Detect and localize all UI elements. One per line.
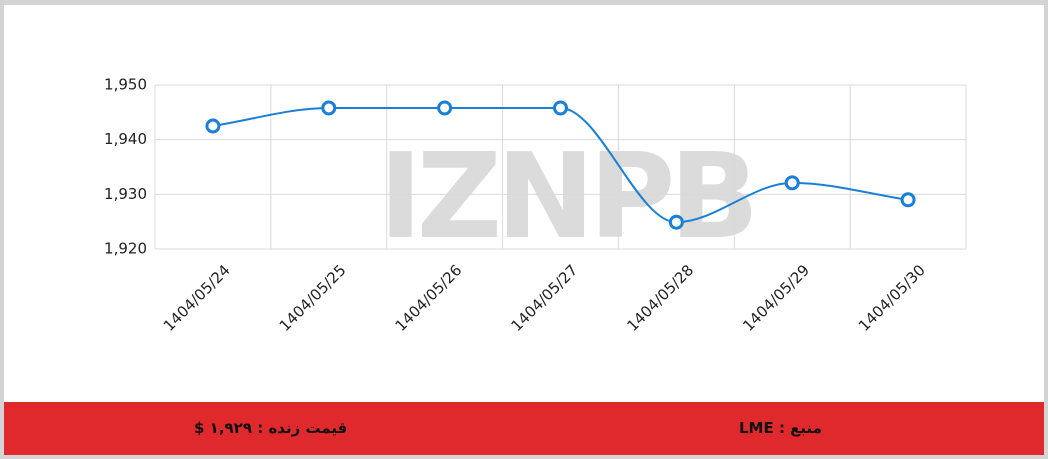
point: [553, 100, 568, 116]
x-tick-label: 1404/05/27: [507, 261, 581, 335]
y-tick-label: 1,950: [104, 76, 147, 94]
point: [437, 100, 453, 116]
watermark: IZNPB: [379, 127, 754, 265]
x-tick-label: 1404/05/28: [623, 261, 697, 335]
chart: IZNPB 1,920 1,930 1,940 1,950 1404/05/24 1404…: [104, 76, 967, 335]
x-tick-label: 1404/05/25: [276, 261, 350, 335]
point: [321, 100, 337, 116]
live-price: قیمت زنده : ۱,۹۲۹ $: [194, 419, 348, 437]
y-tick-label: 1,920: [104, 240, 147, 258]
x-tick-label: 1404/05/24: [160, 261, 234, 335]
source: منبع : LME: [739, 419, 822, 437]
point: [205, 118, 221, 134]
point: [900, 192, 916, 208]
y-tick-label: 1,930: [104, 185, 147, 203]
x-tick-label: 1404/05/26: [392, 261, 466, 335]
y-tick-label: 1,940: [104, 130, 147, 148]
x-tick-label: 1404/05/30: [855, 261, 929, 335]
footer-bar: قیمت زنده : ۱,۹۲۹ $ منبع : LME: [4, 402, 1044, 455]
point: [784, 175, 800, 191]
point: [668, 214, 684, 230]
x-tick-label: 1404/05/29: [739, 261, 813, 335]
